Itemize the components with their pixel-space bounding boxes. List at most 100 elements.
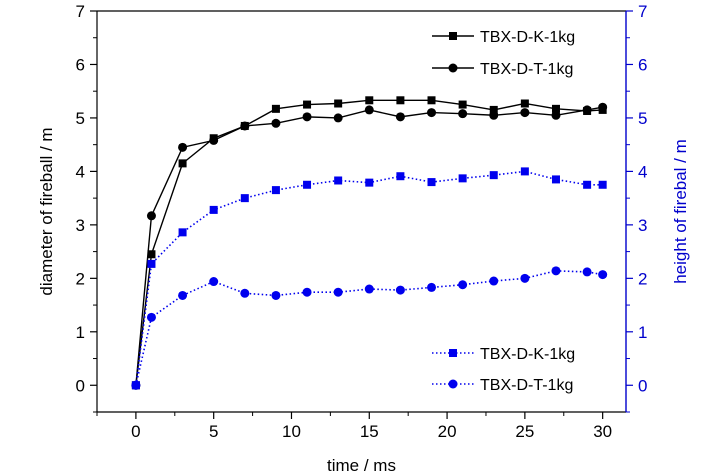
data-point <box>489 171 498 180</box>
data-point <box>489 105 498 114</box>
data-point <box>333 113 343 123</box>
y-right-tick-label: 6 <box>638 55 647 74</box>
data-point <box>334 176 343 185</box>
data-point <box>271 104 280 113</box>
legend-marker <box>448 63 458 73</box>
data-point <box>551 110 561 120</box>
data-point <box>365 178 374 187</box>
data-point <box>427 282 437 292</box>
data-point <box>427 108 437 118</box>
y-right-tick-label: 3 <box>638 216 647 235</box>
data-point <box>333 287 343 297</box>
x-tick-label: 0 <box>131 422 140 441</box>
legend-label: TBX-D-T-1kg <box>480 377 573 394</box>
y-left-tick-label: 3 <box>76 216 85 235</box>
data-point <box>458 109 468 119</box>
legends: TBX-D-K-1kg TBX-D-T-1kg TBX-D-K-1kg TBX-D-T… <box>432 29 575 394</box>
legend-marker <box>449 32 457 40</box>
series-2 <box>131 167 607 390</box>
y-left-tick-label: 6 <box>76 55 85 74</box>
data-point <box>489 276 499 286</box>
data-point <box>178 159 187 168</box>
y-left-tick-label: 0 <box>76 376 85 395</box>
data-point <box>598 102 608 112</box>
y-left-tick-label: 2 <box>76 269 85 288</box>
data-point <box>427 178 436 187</box>
y-left-tick-label: 5 <box>76 109 85 128</box>
legend-marker <box>448 379 458 389</box>
data-point <box>395 112 405 122</box>
y-right-tick-label: 1 <box>638 323 647 342</box>
data-point <box>303 180 312 189</box>
data-point <box>146 312 156 322</box>
x-tick-label: 15 <box>360 422 379 441</box>
data-point <box>131 380 141 390</box>
data-point <box>396 172 405 181</box>
y-axis-right-title: height of firebal / m <box>671 139 690 284</box>
y-left-tick-label: 4 <box>76 162 85 181</box>
data-point <box>240 121 250 131</box>
data-point <box>520 108 530 118</box>
axes: 0 5 10 15 20 25 30 0 1 2 3 4 5 6 7 0 1 2 3 4 5 6 7 <box>76 2 648 441</box>
data-point <box>396 96 405 105</box>
data-point <box>582 267 592 277</box>
data-point <box>240 288 250 298</box>
y-right-tick-label: 4 <box>638 162 647 181</box>
data-point <box>458 100 467 109</box>
data-point <box>551 266 561 276</box>
x-tick-label: 30 <box>593 422 612 441</box>
x-tick-label: 5 <box>209 422 218 441</box>
data-point <box>520 99 529 108</box>
x-tick-label: 10 <box>282 422 301 441</box>
data-point <box>365 96 374 105</box>
series-3 <box>131 266 608 390</box>
data-point <box>364 105 374 115</box>
data-point <box>271 118 281 128</box>
data-point <box>583 180 592 189</box>
data-point <box>334 99 343 108</box>
data-point <box>178 228 187 237</box>
data-point <box>582 105 592 115</box>
data-point <box>489 110 499 120</box>
data-point <box>240 194 249 203</box>
legend-label: TBX-D-K-1kg <box>480 346 575 363</box>
data-point <box>209 205 218 214</box>
data-point <box>520 273 530 283</box>
legend-bottom-right: TBX-D-K-1kg TBX-D-T-1kg <box>432 346 575 394</box>
data-point <box>364 284 374 294</box>
y-left-tick-label: 7 <box>76 2 85 21</box>
data-point <box>458 174 467 183</box>
series-layer <box>131 96 608 390</box>
data-point <box>271 290 281 300</box>
data-point <box>520 167 529 176</box>
data-point <box>551 175 560 184</box>
data-point <box>147 250 156 259</box>
data-point <box>551 104 560 113</box>
series-line <box>135 99 603 386</box>
legend-top-right: TBX-D-K-1kg TBX-D-T-1kg <box>432 29 575 78</box>
y-left-tick-label: 1 <box>76 323 85 342</box>
series-line <box>135 106 603 386</box>
data-point <box>178 290 188 300</box>
data-point <box>209 135 219 145</box>
legend-label: TBX-D-K-1kg <box>480 29 575 46</box>
y-axis-left-title: diameter of fireball / m <box>37 127 56 295</box>
y-right-tick-label: 7 <box>638 2 647 21</box>
data-point <box>598 180 607 189</box>
y-right-tick-label: 2 <box>638 269 647 288</box>
data-point <box>209 277 219 287</box>
data-point <box>178 142 188 152</box>
data-point <box>302 287 312 297</box>
y-right-tick-label: 5 <box>638 109 647 128</box>
legend-label: TBX-D-T-1kg <box>480 61 573 78</box>
data-point <box>303 100 312 109</box>
data-point <box>271 186 280 195</box>
data-point <box>458 280 468 290</box>
data-point <box>427 96 436 105</box>
data-point <box>302 112 312 122</box>
x-tick-label: 20 <box>438 422 457 441</box>
y-right-tick-label: 0 <box>638 376 647 395</box>
legend-marker <box>449 349 457 357</box>
x-tick-label: 25 <box>515 422 534 441</box>
